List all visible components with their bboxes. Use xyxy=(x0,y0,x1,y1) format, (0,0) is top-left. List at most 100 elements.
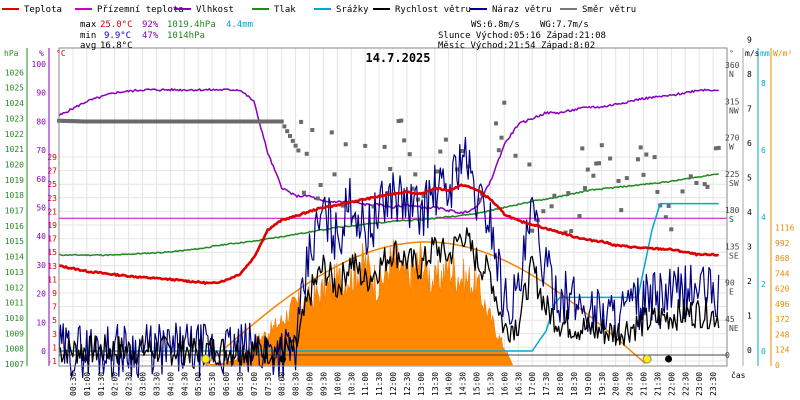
tick-time: 12:30 xyxy=(403,372,412,396)
series-wind-direction-point xyxy=(332,172,337,177)
stats-min-hum: 47% xyxy=(142,31,159,41)
marker-sunrise xyxy=(201,354,211,364)
series-wind-direction-point xyxy=(716,145,721,150)
tick-pct: 30 xyxy=(36,261,46,270)
tick-celsius: 21 xyxy=(47,207,57,216)
tick-wm: 620 xyxy=(775,285,790,294)
series-wind-direction-point xyxy=(190,119,195,124)
legend-rychlost-vetru: Rychlost větru xyxy=(395,5,471,15)
legend-teplota: Teplota xyxy=(24,5,62,15)
series-wind-direction-point xyxy=(299,119,304,124)
series-wind-direction-point xyxy=(235,119,240,124)
series-wind-direction-point xyxy=(413,172,418,177)
series-wind-direction-point xyxy=(569,229,574,234)
series-wind-direction-point xyxy=(477,197,482,202)
series-wind-direction-point xyxy=(552,193,557,198)
axis-unit-c: °C xyxy=(56,49,66,58)
tick-direction-deg: 180 xyxy=(725,206,740,215)
series-wind-direction-point xyxy=(101,119,106,124)
series-wind-direction-point xyxy=(279,119,284,124)
series-wind-direction-point xyxy=(193,119,198,124)
tick-celsius: 5 xyxy=(52,316,57,325)
series-wind-direction-point xyxy=(109,119,114,124)
info-wind-gust: WG:7.7m/s xyxy=(540,20,589,30)
tick-time: 20:30 xyxy=(626,372,635,396)
series-wind-direction-point xyxy=(499,135,504,140)
series-wind-direction-point xyxy=(79,119,84,124)
tick-mm: 8 xyxy=(761,79,766,88)
series-wind-direction-point xyxy=(655,189,660,194)
series-wind-direction-point xyxy=(296,148,301,153)
tick-pct: 60 xyxy=(36,175,46,184)
series-wind-direction-point xyxy=(62,118,67,123)
tick-wm: 1116 xyxy=(775,224,794,233)
stats-avg-label: avg xyxy=(80,41,96,51)
tick-ms: 8 xyxy=(747,70,752,79)
tick-wm: 248 xyxy=(775,331,790,340)
series-wind-direction-point xyxy=(226,119,231,124)
legend-naraz-vetru: Náraz větru xyxy=(492,5,552,15)
series-wind-direction-point xyxy=(165,119,170,124)
tick-time: 23:00 xyxy=(695,372,704,396)
series-wind-direction-point xyxy=(304,151,309,156)
tick-time: 02:00 xyxy=(111,372,120,396)
series-wind-direction-point xyxy=(268,119,273,124)
series-wind-direction-point xyxy=(443,137,448,142)
series-wind-direction-point xyxy=(583,186,587,191)
series-wind-direction-point xyxy=(566,191,571,196)
series-wind-direction-point xyxy=(265,119,270,124)
tick-time: 19:00 xyxy=(584,372,593,396)
series-wind-direction-point xyxy=(318,183,323,187)
tick-wm: 744 xyxy=(775,270,790,279)
series-wind-direction-point xyxy=(134,119,139,124)
series-wind-direction-point xyxy=(115,119,120,124)
series-wind-direction-point xyxy=(251,119,256,124)
series-wind-direction-point xyxy=(666,203,671,208)
tick-ms: 9 xyxy=(747,36,752,45)
series-wind-direction-point xyxy=(160,119,164,124)
tick-time: 01:00 xyxy=(83,372,92,396)
axis-unit-hpa: hPa xyxy=(4,49,19,58)
series-wind-direction-point xyxy=(460,149,465,153)
series-wind-direction-point xyxy=(644,152,649,157)
series-wind-direction-point xyxy=(343,142,348,147)
tick-pct: 100 xyxy=(32,60,47,69)
tick-time: 10:00 xyxy=(333,372,342,396)
stats-max-label: max xyxy=(80,20,97,30)
tick-direction-deg: 45 xyxy=(725,315,735,324)
series-rain xyxy=(59,202,719,352)
series-wind-direction-point xyxy=(435,169,440,174)
tick-time: 22:30 xyxy=(681,372,690,396)
tick-time: 01:30 xyxy=(97,372,106,396)
tick-celsius: -1 xyxy=(47,357,57,366)
series-wind-direction-point xyxy=(249,119,253,124)
series-wind-direction-point xyxy=(143,119,148,124)
series-wind-direction-point xyxy=(168,119,173,124)
tick-time: 08:00 xyxy=(278,372,287,396)
tick-time: 17:00 xyxy=(528,372,537,396)
tick-celsius: 17 xyxy=(47,235,57,244)
tick-pct: 20 xyxy=(36,290,46,299)
tick-time: 00:30 xyxy=(69,372,78,396)
tick-time: 07:00 xyxy=(250,372,259,396)
series-wind-direction-point xyxy=(157,119,162,124)
series-wind-direction-point xyxy=(76,119,81,124)
tick-wm: 372 xyxy=(775,315,790,324)
series-wind-direction-point xyxy=(229,119,234,124)
tick-hpa: 1021 xyxy=(5,145,24,154)
series-wind-direction-point xyxy=(494,121,498,126)
tick-hpa: 1016 xyxy=(5,222,24,231)
tick-celsius: 13 xyxy=(47,262,57,271)
tick-mm: 4 xyxy=(761,213,766,222)
tick-hpa: 1023 xyxy=(5,114,24,123)
series-wind-direction-point xyxy=(713,146,718,151)
series-wind-direction-point xyxy=(59,118,64,123)
tick-ms: 1 xyxy=(747,312,752,321)
stats-max-hum: 92% xyxy=(142,20,159,30)
series-wind-direction-point xyxy=(599,143,604,148)
series-wind-direction-point xyxy=(82,119,86,124)
tick-time: 18:00 xyxy=(556,372,565,396)
stats-max-press: 1019.4hPa xyxy=(167,20,216,30)
series-wind-direction-point xyxy=(132,119,137,124)
